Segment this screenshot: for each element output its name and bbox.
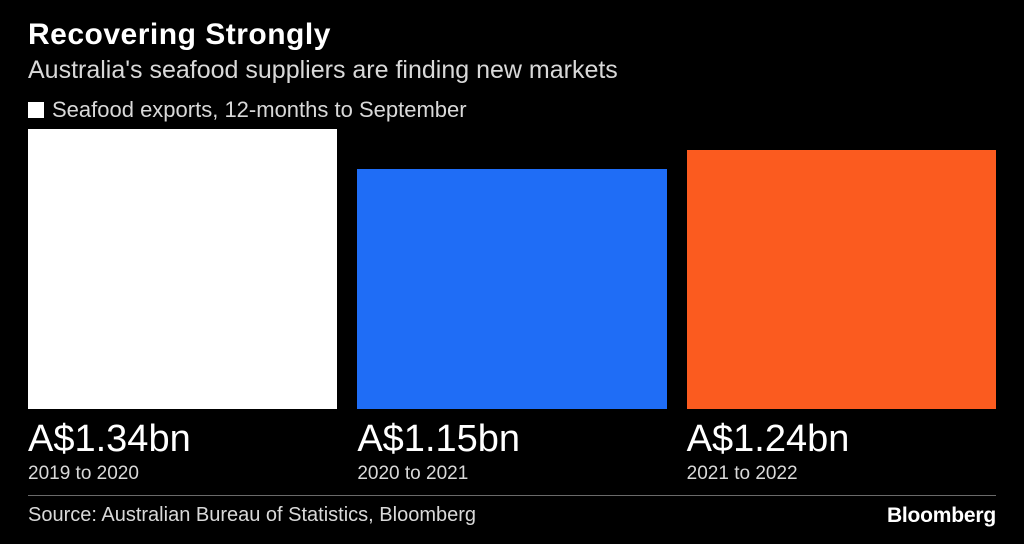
brand-logo: Bloomberg	[887, 504, 996, 528]
chart-title: Recovering Strongly	[28, 18, 996, 52]
bar-value-label: A$1.15bn	[357, 419, 666, 461]
footer: Source: Australian Bureau of Statistics,…	[28, 504, 996, 528]
bar	[28, 129, 337, 409]
bar-period-label: 2021 to 2022	[687, 463, 996, 485]
chart-subtitle: Australia's seafood suppliers are findin…	[28, 56, 996, 85]
bar-value-label: A$1.34bn	[28, 419, 337, 461]
bar-period-label: 2019 to 2020	[28, 463, 337, 485]
value-label-group: A$1.24bn 2021 to 2022	[687, 419, 996, 485]
bar-chart	[28, 129, 996, 409]
bar-value-label: A$1.24bn	[687, 419, 996, 461]
value-label-group: A$1.34bn 2019 to 2020	[28, 419, 337, 485]
bar	[357, 169, 666, 409]
value-label-group: A$1.15bn 2020 to 2021	[357, 419, 666, 485]
bar-column	[28, 129, 337, 409]
value-labels-row: A$1.34bn 2019 to 2020 A$1.15bn 2020 to 2…	[28, 419, 996, 485]
source-text: Source: Australian Bureau of Statistics,…	[28, 504, 476, 527]
bar-period-label: 2020 to 2021	[357, 463, 666, 485]
legend-label: Seafood exports, 12-months to September	[52, 97, 467, 123]
bar-column	[357, 169, 666, 409]
legend: Seafood exports, 12-months to September	[28, 97, 996, 123]
legend-swatch-icon	[28, 102, 44, 118]
chart-card: Recovering Strongly Australia's seafood …	[0, 0, 1024, 544]
bar-column	[687, 150, 996, 409]
bar	[687, 150, 996, 409]
footer-divider	[28, 495, 996, 496]
